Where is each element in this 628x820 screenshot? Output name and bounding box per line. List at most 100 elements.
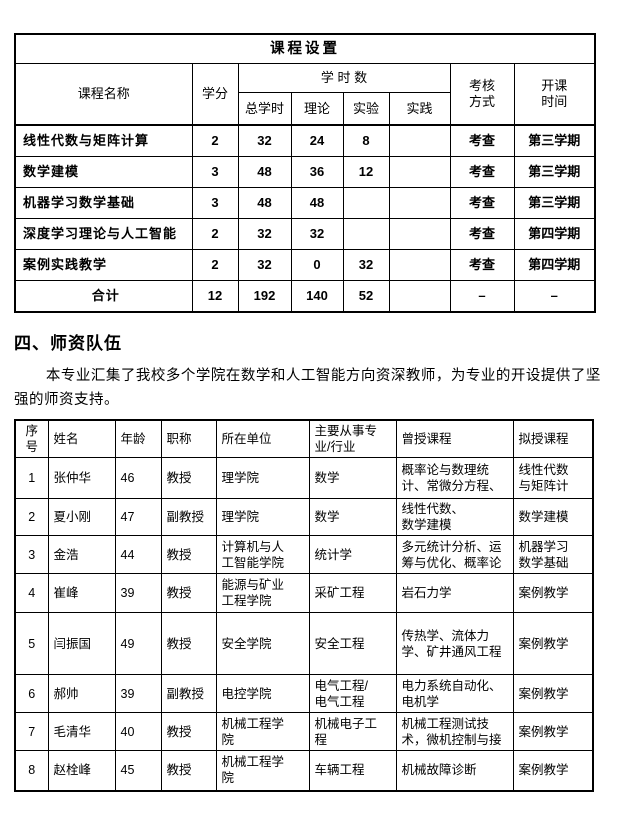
cell-start-term: 第四学期	[513, 249, 596, 281]
cell-start-term: 第四学期	[513, 218, 596, 250]
cell-theory: 48	[290, 187, 344, 219]
cell-title: 教授	[160, 535, 217, 574]
cell-courses-taught: 岩石力学	[395, 573, 514, 613]
header-total-hours: 总学时	[237, 92, 292, 126]
cell-courses-planned: 机器学习 数学基础	[512, 535, 594, 574]
cell-age: 44	[114, 535, 162, 574]
cell-courses-taught: 机械故障诊断	[395, 750, 514, 791]
cell-theory: 140	[290, 280, 344, 313]
table-row: 序 号姓名 年龄 职称 所在单位 主要从事专 业/行业 曾授课程 拟授课程	[14, 419, 594, 458]
cell-theory: 36	[290, 156, 344, 188]
cell-experiment: 52	[342, 280, 390, 313]
cell-course-name: 深度学习理论与人工智能	[14, 218, 193, 250]
cell-index: 3	[14, 535, 49, 574]
cell-index: 4	[14, 573, 49, 613]
table-row: 案例实践教学 2 32 0 32 考查 第四学期	[14, 249, 596, 281]
cell-start-term: –	[513, 280, 596, 313]
table-row: 3 金浩 44 教授 计算机与人 工智能学院 统计学 多元统计分析、运 筹与优化、概率论 机器…	[14, 535, 594, 574]
cell-courses-planned: 案例教学	[512, 674, 594, 713]
cell-age: 49	[114, 612, 162, 675]
cell-course-name: 案例实践教学	[14, 249, 193, 281]
cell-credits: 2	[191, 249, 239, 281]
cell-courses-taught: 多元统计分析、运 筹与优化、概率论	[395, 535, 514, 574]
cell-title: 副教授	[160, 498, 217, 536]
cell-age: 47	[114, 498, 162, 536]
cell-unit: 理学院	[215, 457, 310, 499]
course-table-title: 课程设置	[14, 33, 596, 64]
table-row: 线性代数与矩阵计算 2 32 24 8 考查 第三学期	[14, 124, 596, 157]
course-setup-table: 课程设置 课程名称 学分 学 时 数 考核 方式 开课 时间 总学时 理论 实验…	[14, 33, 596, 313]
cell-total-hours: 32	[237, 249, 292, 281]
header-assessment: 考核 方式	[449, 63, 515, 126]
table-row: 6 郝帅 39 副教授 电控学院 电气工程/ 电气工程 电力系统自动化、 电机学 案例教学	[14, 674, 594, 713]
cell-profession: 安全工程	[308, 612, 397, 675]
table-row: 4 崔峰 39 教授 能源与矿业 工程学院 采矿工程 岩石力学 案例教学	[14, 573, 594, 613]
cell-credits: 12	[191, 280, 239, 313]
cell-courses-planned: 案例教学	[512, 712, 594, 751]
cell-profession: 机械电子工 程	[308, 712, 397, 751]
header-theory: 理论	[290, 92, 344, 126]
cell-practice	[388, 249, 451, 281]
cell-name: 闫振国	[47, 612, 116, 675]
cell-courses-taught: 概率论与数理统 计、常微分方程、	[395, 457, 514, 499]
table-row: 合计 12 192 140 52 – –	[14, 280, 596, 313]
cell-index: 1	[14, 457, 49, 499]
cell-courses-planned: 案例教学	[512, 750, 594, 791]
course-table-header: 课程设置 课程名称 学分 学 时 数 考核 方式 开课 时间 总学时 理论 实验…	[14, 33, 596, 126]
cell-unit: 能源与矿业 工程学院	[215, 573, 310, 613]
cell-profession: 主要从事专 业/行业	[308, 419, 397, 458]
document-page: { "colors": { "text": "#000000", "border…	[0, 33, 628, 820]
cell-course-name: 数学建模	[14, 156, 193, 188]
cell-name: 崔峰	[47, 573, 116, 613]
header-credits: 学分	[191, 63, 239, 126]
cell-title: 职称	[160, 419, 217, 458]
cell-courses-planned: 拟授课程	[512, 419, 594, 458]
cell-age: 40	[114, 712, 162, 751]
cell-index: 6	[14, 674, 49, 713]
cell-age: 39	[114, 674, 162, 713]
cell-index: 2	[14, 498, 49, 536]
faculty-table-header: 序 号姓名 年龄 职称 所在单位 主要从事专 业/行业 曾授课程 拟授课程	[14, 419, 594, 458]
cell-profession: 数学	[308, 457, 397, 499]
cell-courses-taught: 电力系统自动化、 电机学	[395, 674, 514, 713]
cell-course-name: 线性代数与矩阵计算	[14, 124, 193, 157]
table-row: 5 闫振国 49 教授 安全学院 安全工程 传热学、流体力 学、矿井通风工程 案例教学	[14, 612, 594, 675]
cell-assessment: 考查	[449, 124, 515, 157]
cell-experiment: 8	[342, 124, 390, 157]
cell-practice	[388, 280, 451, 313]
cell-course-name: 机器学习数学基础	[14, 187, 193, 219]
cell-index: 5	[14, 612, 49, 675]
course-table-body: 线性代数与矩阵计算 2 32 24 8 考查 第三学期 数学建模 3 48 36 12 考查 第三学期 机器…	[14, 124, 596, 313]
cell-practice	[388, 124, 451, 157]
cell-start-term: 第三学期	[513, 156, 596, 188]
cell-name: 毛清华	[47, 712, 116, 751]
cell-courses-planned: 案例教学	[512, 573, 594, 613]
cell-index: 7	[14, 712, 49, 751]
header-experiment: 实验	[342, 92, 390, 126]
cell-unit: 机械工程学 院	[215, 750, 310, 791]
cell-title: 教授	[160, 612, 217, 675]
table-row: 7 毛清华 40 教授 机械工程学 院机械电子工 程机械工程测试技 术，微机控制与接 案例…	[14, 712, 594, 751]
cell-name: 姓名	[47, 419, 116, 458]
cell-credits: 2	[191, 218, 239, 250]
header-practice: 实践	[388, 92, 451, 126]
cell-total-hours: 32	[237, 124, 292, 157]
cell-courses-taught: 机械工程测试技 术，微机控制与接	[395, 712, 514, 751]
cell-experiment	[342, 218, 390, 250]
header-start-term: 开课 时间	[513, 63, 596, 126]
cell-unit: 安全学院	[215, 612, 310, 675]
cell-practice	[388, 156, 451, 188]
section-heading: 四、师资队伍	[14, 334, 122, 353]
cell-title: 教授	[160, 573, 217, 613]
cell-practice	[388, 218, 451, 250]
cell-total-hours: 192	[237, 280, 292, 313]
faculty-table: 序 号姓名 年龄 职称 所在单位 主要从事专 业/行业 曾授课程 拟授课程 1 张仲华 46 教授…	[14, 419, 594, 792]
cell-theory: 32	[290, 218, 344, 250]
cell-assessment: 考查	[449, 249, 515, 281]
cell-courses-taught: 线性代数、 数学建模	[395, 498, 514, 536]
cell-total-hours: 48	[237, 187, 292, 219]
cell-title: 教授	[160, 457, 217, 499]
cell-unit: 电控学院	[215, 674, 310, 713]
cell-profession: 车辆工程	[308, 750, 397, 791]
cell-practice	[388, 187, 451, 219]
